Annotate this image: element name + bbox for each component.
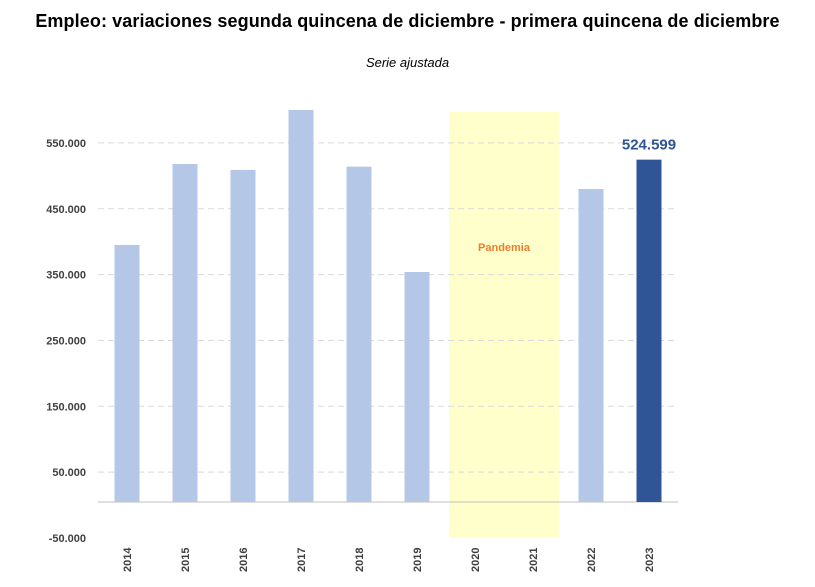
y-tick-label: 250.000 <box>46 335 86 347</box>
bar-2022 <box>578 189 604 502</box>
bar-2016 <box>230 169 256 503</box>
chart-subtitle: Serie ajustada <box>365 55 450 70</box>
x-tick-label-2023: 2023 <box>644 548 656 572</box>
x-tick-label-2020: 2020 <box>470 548 482 572</box>
bar-2023 <box>636 159 662 502</box>
bar-2019 <box>404 271 430 502</box>
bar-2017 <box>288 110 314 502</box>
x-tick-label-2014: 2014 <box>122 547 134 572</box>
y-tick-label: 50.000 <box>52 467 86 479</box>
bar-2014 <box>114 244 140 502</box>
pandemic-band <box>449 112 559 538</box>
x-tick-label-2015: 2015 <box>180 548 192 572</box>
bar-2018 <box>346 166 372 502</box>
y-tick-label: 550.000 <box>46 138 86 150</box>
pandemic-label: Pandemia <box>478 242 531 254</box>
x-tick-label-2022: 2022 <box>586 548 598 572</box>
chart-title: Empleo: variaciones segunda quincena de … <box>35 11 780 31</box>
y-tick-label: 150.000 <box>46 401 86 413</box>
bar-2015 <box>172 163 198 503</box>
x-tick-label-2016: 2016 <box>238 548 250 572</box>
x-tick-label-2021: 2021 <box>528 548 540 572</box>
x-tick-label-2018: 2018 <box>354 548 366 572</box>
data-label-2023: 524.599 <box>622 137 676 154</box>
y-tick-label: -50.000 <box>49 533 86 545</box>
x-tick-label-2017: 2017 <box>296 548 308 572</box>
y-tick-label: 350.000 <box>46 270 86 282</box>
x-tick-label-2019: 2019 <box>412 548 424 572</box>
y-tick-label: 450.000 <box>46 204 86 216</box>
